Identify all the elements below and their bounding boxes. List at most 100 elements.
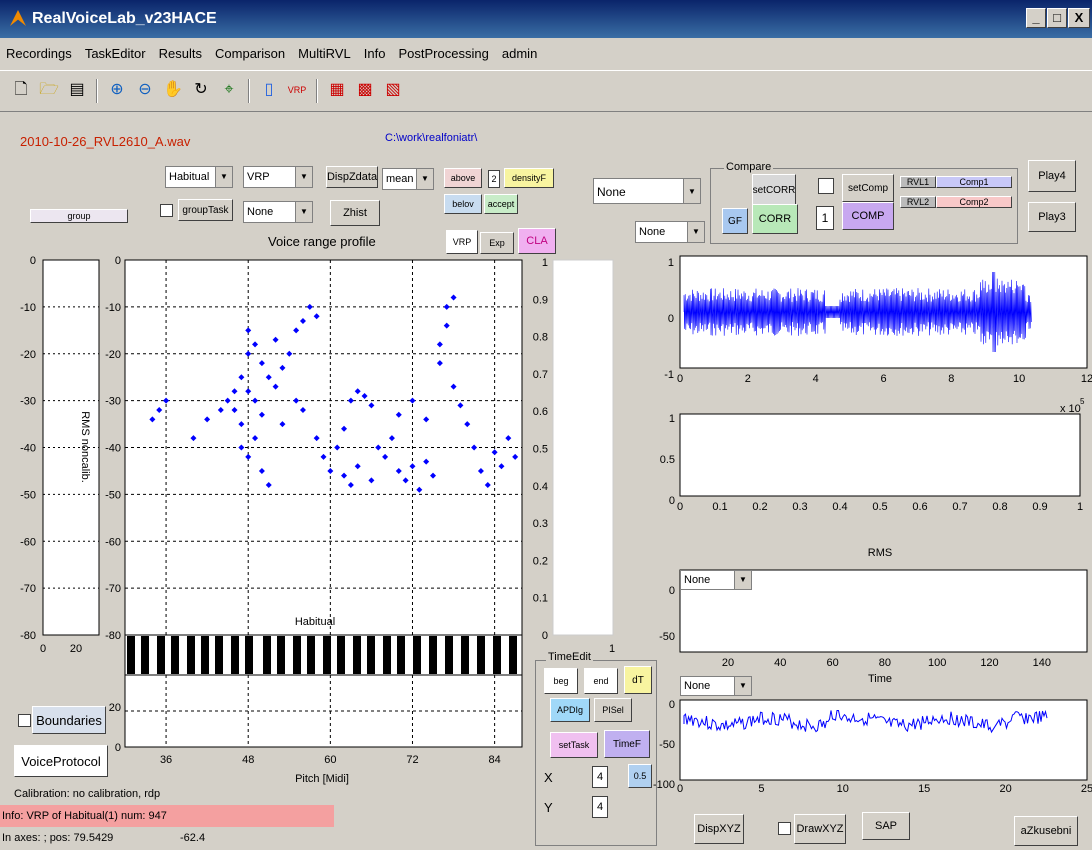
drawxyz-button[interactable]: DrawXYZ — [794, 814, 846, 844]
vrp-select[interactable]: VRP ▼ — [243, 166, 313, 188]
below-button[interactable]: belov — [444, 194, 482, 214]
half-button[interactable]: 0.5 — [628, 764, 652, 788]
apdig-button[interactable]: APDIg — [550, 698, 590, 722]
sap-button[interactable]: SAP — [862, 812, 910, 840]
azkusebni-button[interactable]: aZkusebni — [1014, 816, 1078, 846]
plot-icon-1[interactable]: ▦ — [329, 81, 345, 98]
boundaries-button[interactable]: Boundaries — [32, 706, 106, 734]
voiceprotocol-button[interactable]: VoiceProtocol — [14, 745, 108, 777]
x-tick-label: 0 — [677, 373, 683, 385]
toolbar-separator — [248, 79, 250, 103]
none-select[interactable]: None ▼ — [243, 201, 313, 223]
colorbar-icon[interactable]: ▯ — [264, 81, 274, 98]
menu-results[interactable]: Results — [158, 46, 202, 61]
vrp-icon[interactable]: VRP — [287, 85, 307, 95]
data-point — [258, 411, 265, 418]
band-bar — [445, 636, 453, 674]
dispzdata-button[interactable]: DispZdata — [326, 166, 378, 188]
menu-postprocessing[interactable]: PostProcessing — [398, 46, 489, 61]
close-button[interactable]: X — [1068, 8, 1090, 28]
colorbar-tick: 0.6 — [533, 406, 548, 418]
y-field[interactable]: 4 — [592, 796, 608, 818]
play4-button[interactable]: Play4 — [1028, 160, 1076, 192]
new-file-icon[interactable]: 🗋 — [14, 81, 28, 98]
band-bar — [293, 636, 301, 674]
x-field[interactable]: 4 — [592, 766, 608, 788]
contour-select[interactable]: None ▼ — [680, 676, 752, 696]
boundaries-checkbox[interactable] — [18, 714, 31, 727]
end-button[interactable]: end — [584, 668, 618, 694]
y-tick-label: 0 — [669, 699, 675, 711]
compare-checkbox[interactable] — [818, 178, 834, 194]
densityf-button[interactable]: densityF — [504, 168, 554, 188]
rvl2-label[interactable]: RVL2 — [900, 196, 936, 208]
dt-button[interactable]: dT — [624, 666, 652, 694]
empty-axes[interactable] — [679, 413, 1081, 497]
y-tick-label: -80 — [105, 630, 121, 642]
comp1-label[interactable]: Comp1 — [936, 176, 1012, 188]
none-small-select[interactable]: None ▼ — [635, 221, 705, 243]
colorbar-tick: 0.9 — [533, 294, 548, 306]
contour-axes[interactable] — [679, 699, 1088, 781]
above-button[interactable]: above — [444, 168, 482, 188]
beg-button[interactable]: beg — [544, 668, 578, 694]
zoom-out-icon[interactable]: ⊖ — [138, 81, 152, 98]
gf-button[interactable]: GF — [722, 208, 748, 234]
empty-axes-ticks: 1 0.5 0 0 0.1 0.2 0.3 0.4 0.5 0.6 0.7 0.8 0.9 1 — [660, 413, 1083, 513]
rotate-icon[interactable]: ↻ — [194, 81, 208, 98]
mean-select[interactable]: mean ▼ — [382, 168, 434, 190]
data-cursor-icon[interactable]: ⌖ — [224, 81, 234, 98]
colorbar-tick: 0.7 — [533, 369, 548, 381]
save-icon[interactable]: ▤ — [69, 81, 85, 98]
compare-index-field[interactable]: 1 — [816, 206, 834, 230]
none-top-select[interactable]: None ▼ — [593, 178, 701, 204]
vrp-mode-button[interactable]: VRP — [446, 230, 478, 254]
waveform-ticks: 10-1 0 2 4 6 8 10 12 — [664, 257, 1092, 385]
zhist-button[interactable]: Zhist — [330, 200, 380, 226]
settask-button[interactable]: setTask — [550, 732, 598, 758]
task-select[interactable]: Habitual ▼ — [165, 166, 233, 188]
menu-comparison[interactable]: Comparison — [215, 46, 286, 61]
minimize-button[interactable]: _ — [1026, 8, 1046, 28]
menu-info[interactable]: Info — [363, 46, 386, 61]
menu-recordings[interactable]: Recordings — [6, 46, 72, 61]
accept-button[interactable]: accept — [484, 194, 518, 214]
waveform-exponent: x 10 — [1060, 403, 1081, 415]
data-point — [409, 397, 416, 404]
dispxyz-button[interactable]: DispXYZ — [694, 814, 744, 844]
menu-multirvl[interactable]: MultiRVL — [298, 46, 351, 61]
grouptask-checkbox[interactable] — [160, 204, 173, 217]
pan-hand-icon[interactable]: ✋ — [163, 81, 183, 98]
menu-taskeditor[interactable]: TaskEditor — [84, 46, 146, 61]
rvl1-label[interactable]: RVL1 — [900, 176, 936, 188]
plot-icon-2[interactable]: ▩ — [357, 81, 373, 98]
colorbar-xtick: 1 — [609, 643, 615, 655]
density-count-field[interactable]: 2 — [488, 170, 500, 188]
group-button[interactable]: group — [30, 209, 128, 223]
comp-button[interactable]: COMP — [842, 202, 894, 230]
pisel-button[interactable]: PISel — [594, 698, 632, 722]
band-bar — [397, 636, 405, 674]
open-folder-icon[interactable]: 🗁 — [39, 81, 59, 98]
zoom-in-icon[interactable]: ⊕ — [110, 81, 124, 98]
data-point — [430, 472, 437, 479]
comp2-label[interactable]: Comp2 — [936, 196, 1012, 208]
rms-select[interactable]: None ▼ — [680, 570, 752, 590]
x-tick-label: 120 — [980, 657, 998, 669]
play3-button[interactable]: Play3 — [1028, 202, 1076, 232]
exp-button[interactable]: Exp — [480, 232, 514, 254]
x-tick-label: 10 — [837, 783, 849, 795]
drawxyz-checkbox[interactable] — [778, 822, 791, 835]
grouptask-button[interactable]: groupTask — [178, 199, 233, 221]
timef-button[interactable]: TimeF — [604, 730, 650, 758]
data-point — [402, 477, 409, 484]
plot-icon-3[interactable]: ▧ — [385, 81, 401, 98]
cla-button[interactable]: CLA — [518, 228, 556, 254]
menu-admin[interactable]: admin — [501, 46, 538, 61]
colorbar-tick: 0.8 — [533, 332, 548, 344]
maximize-button[interactable]: □ — [1047, 8, 1067, 28]
data-point — [258, 360, 265, 367]
setcomp-button[interactable]: setComp — [842, 174, 894, 202]
setcorr-button[interactable]: setCORR — [752, 174, 796, 206]
corr-button[interactable]: CORR — [752, 204, 798, 234]
